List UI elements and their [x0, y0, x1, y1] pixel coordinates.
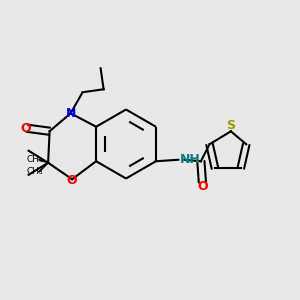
Text: CH₃: CH₃	[26, 155, 43, 164]
Text: O: O	[20, 122, 31, 135]
Text: N: N	[65, 107, 76, 120]
Text: NH: NH	[180, 153, 201, 166]
Text: CH₃: CH₃	[26, 167, 43, 176]
Text: O: O	[67, 174, 77, 187]
Text: S: S	[226, 119, 236, 132]
Text: O: O	[197, 180, 208, 193]
